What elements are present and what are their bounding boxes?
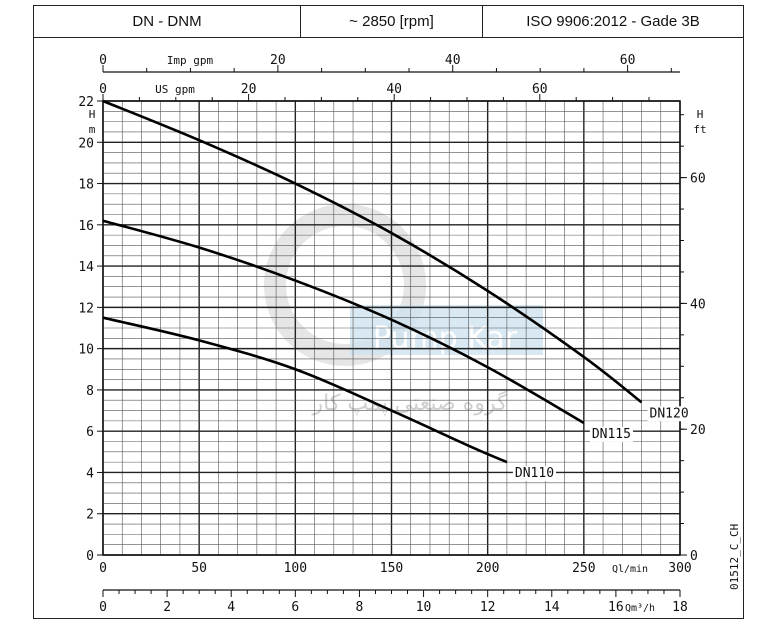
chart-frame: DN - DNM ~ 2850 [rpm] ISO 9906:2012 - Ga… — [33, 5, 744, 619]
curve-label-bg — [512, 466, 557, 482]
m3h-tick-label: 14 — [544, 600, 560, 615]
y-tick-label: 16 — [78, 219, 94, 234]
watermark-logo-ring — [264, 204, 426, 366]
curve-label-dn110: DN110 — [515, 466, 554, 481]
m3h-axis-label: Qm³/h — [625, 603, 655, 614]
y-tick-label: 0 — [86, 549, 94, 564]
model-cell: DN - DNM — [34, 6, 301, 37]
y-tick-label: 12 — [78, 301, 94, 316]
y-tick-label: 2 — [86, 508, 94, 523]
y-tick-label: 6 — [86, 425, 94, 440]
speed-cell: ~ 2850 [rpm] — [301, 6, 483, 37]
usgpm-tick-label: 0 — [99, 82, 107, 97]
ft-axis-label-ft: ft — [693, 123, 706, 136]
impgpm-axis-label: Imp gpm — [167, 54, 214, 67]
y-tick-label: 4 — [86, 466, 94, 481]
y-tick-label: 14 — [78, 260, 94, 275]
y-tick-label: 18 — [78, 178, 94, 193]
m3h-tick-label: 12 — [480, 600, 496, 615]
y-tick-label: 8 — [86, 384, 94, 399]
curve-label-bg — [589, 426, 633, 442]
m3h-tick-label: 6 — [291, 600, 299, 615]
x-tick-label: 150 — [380, 561, 403, 576]
y-axis-label-m: m — [89, 123, 96, 136]
usgpm-axis-label: US gpm — [155, 83, 195, 96]
y-tick-label: 20 — [78, 136, 94, 151]
curve-dn110 — [102, 316, 508, 464]
m3h-tick-label: 16 — [608, 600, 624, 615]
ft-tick-label: 60 — [690, 172, 706, 187]
ft-tick-label: 40 — [690, 297, 706, 312]
watermark-subtitle: گروه صنعتی پمپ کار — [312, 390, 508, 416]
header-row: DN - DNM ~ 2850 [rpm] ISO 9906:2012 - Ga… — [34, 6, 743, 38]
x-tick-label: 50 — [191, 561, 207, 576]
x-axis-label: Ql/min — [612, 564, 648, 575]
y-tick-label: 22 — [78, 95, 94, 110]
x-tick-label: 300 — [668, 561, 691, 576]
m3h-tick-label: 8 — [356, 600, 364, 615]
m3h-tick-label: 10 — [416, 600, 432, 615]
y-axis-label-H: H — [89, 108, 96, 121]
ft-tick-label: 0 — [690, 549, 698, 564]
usgpm-tick-label: 60 — [532, 82, 548, 97]
impgpm-tick-label: 0 — [99, 53, 107, 68]
y-tick-label: 10 — [78, 343, 94, 358]
ft-axis-label-H: H — [697, 108, 704, 121]
impgpm-tick-label: 20 — [270, 53, 286, 68]
ft-tick-label: 20 — [690, 423, 706, 438]
plot-border — [102, 100, 681, 556]
usgpm-tick-label: 20 — [241, 82, 257, 97]
curve-label-bg — [647, 406, 691, 422]
chart-code: 01512_C_CH — [728, 524, 741, 590]
x-tick-label: 200 — [476, 561, 499, 576]
usgpm-tick-label: 40 — [386, 82, 402, 97]
standard-cell: ISO 9906:2012 - Gade 3B — [526, 13, 700, 30]
m3h-tick-label: 2 — [163, 600, 171, 615]
m3h-tick-label: 18 — [672, 600, 688, 615]
impgpm-tick-label: 40 — [445, 53, 461, 68]
x-tick-label: 0 — [99, 561, 107, 576]
m3h-tick-label: 4 — [227, 600, 235, 615]
m3h-tick-label: 0 — [99, 600, 107, 615]
curve-label-dn115: DN115 — [592, 427, 631, 442]
x-tick-label: 250 — [572, 561, 595, 576]
impgpm-tick-label: 60 — [620, 53, 636, 68]
curve-label-dn120: DN120 — [650, 406, 689, 421]
curve-dn115 — [102, 219, 585, 425]
x-tick-label: 100 — [284, 561, 307, 576]
curve-dn120 — [102, 99, 643, 404]
